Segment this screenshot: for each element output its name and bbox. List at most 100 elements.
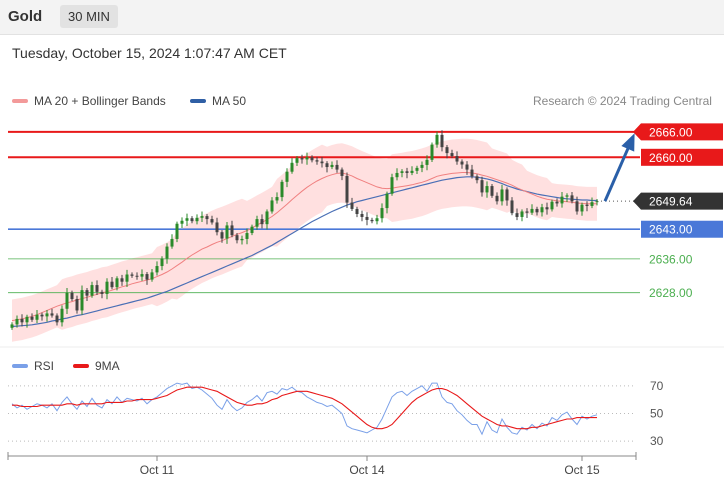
candle-body bbox=[85, 290, 89, 296]
candle-body bbox=[390, 177, 394, 194]
candle-body bbox=[350, 202, 354, 209]
candle-body bbox=[295, 158, 299, 163]
candle-body bbox=[195, 217, 199, 222]
candle-body bbox=[435, 134, 439, 145]
candles-group bbox=[10, 130, 599, 330]
candle-body bbox=[485, 186, 489, 193]
candle-body bbox=[545, 207, 549, 210]
candle-body bbox=[495, 195, 499, 202]
candle-body bbox=[20, 318, 24, 323]
candle-body bbox=[430, 144, 434, 160]
level-tag-0: 2666.00 bbox=[633, 123, 723, 141]
candle-body bbox=[355, 208, 359, 214]
candle-body bbox=[270, 200, 274, 212]
candle-body bbox=[75, 299, 79, 311]
level-tag-4: 2628.00 bbox=[649, 286, 693, 300]
candle-body bbox=[95, 285, 99, 292]
level-tag-1-text: 2660.00 bbox=[649, 151, 693, 165]
candle-body bbox=[220, 232, 224, 239]
candle-body bbox=[30, 316, 34, 320]
legend-rsi: RSI bbox=[12, 359, 54, 373]
candle-body bbox=[225, 225, 229, 239]
candle-body bbox=[235, 235, 239, 241]
candle-body bbox=[550, 201, 554, 210]
candle-body bbox=[405, 171, 409, 173]
x-axis-label: Oct 15 bbox=[564, 463, 600, 477]
candle-body bbox=[275, 197, 279, 201]
candle-body bbox=[25, 316, 29, 323]
candle-body bbox=[125, 274, 129, 282]
candle-body bbox=[115, 278, 119, 288]
candle-body bbox=[395, 172, 399, 178]
candle-body bbox=[585, 204, 589, 206]
candle-body bbox=[455, 156, 459, 162]
candle-body bbox=[55, 315, 59, 323]
candle-body bbox=[165, 246, 169, 259]
candle-body bbox=[535, 208, 539, 213]
candle-body bbox=[575, 201, 579, 212]
forecast-arrow-head bbox=[621, 133, 635, 152]
candle-body bbox=[555, 201, 559, 204]
candle-body bbox=[540, 207, 544, 213]
current-price-tag-shape bbox=[633, 192, 723, 210]
candle-body bbox=[215, 222, 219, 233]
candle-body bbox=[410, 170, 414, 173]
candle-body bbox=[255, 219, 259, 227]
rsi-tick-label: 70 bbox=[650, 379, 664, 393]
candle-body bbox=[240, 238, 244, 241]
candle-body bbox=[180, 220, 184, 224]
candle-body bbox=[245, 233, 249, 239]
bollinger-band bbox=[12, 138, 597, 342]
candle-body bbox=[375, 218, 379, 222]
candle-body bbox=[330, 164, 334, 168]
candle-body bbox=[420, 164, 424, 168]
candle-body bbox=[230, 225, 234, 236]
timeframe-button[interactable]: 30 MIN bbox=[60, 5, 118, 28]
candle-body bbox=[370, 219, 374, 222]
ma50-line bbox=[11, 176, 597, 328]
candle-body bbox=[510, 200, 514, 214]
level-tag-2: 2643.00 bbox=[641, 220, 723, 238]
legend-rsi-label: RSI bbox=[34, 359, 55, 373]
candle-body bbox=[105, 281, 109, 294]
candle-body bbox=[110, 281, 114, 288]
candle-body bbox=[10, 324, 14, 328]
candle-body bbox=[530, 208, 534, 213]
legend-ma50-label: MA 50 bbox=[212, 94, 247, 108]
current-price-tag: 2649.64 bbox=[633, 192, 723, 210]
candle-body bbox=[70, 292, 74, 300]
candle-body bbox=[290, 162, 294, 172]
candle-body bbox=[475, 176, 479, 181]
legend-ma20-label: MA 20 + Bollinger Bands bbox=[34, 94, 166, 108]
candle-body bbox=[415, 167, 419, 171]
candle-body bbox=[280, 181, 284, 198]
candle-body bbox=[185, 218, 189, 221]
candle-body bbox=[565, 195, 569, 197]
candle-body bbox=[310, 157, 314, 161]
level-tag-2-text: 2643.00 bbox=[649, 223, 693, 237]
candle-body bbox=[580, 204, 584, 212]
candle-body bbox=[50, 313, 54, 316]
candle-body bbox=[380, 208, 384, 219]
candle-body bbox=[120, 278, 124, 282]
candle-body bbox=[570, 195, 574, 202]
candle-body bbox=[360, 214, 364, 217]
level-tag-2-shape bbox=[641, 220, 723, 238]
x-axis-label: Oct 11 bbox=[140, 463, 175, 477]
candle-body bbox=[100, 291, 104, 294]
candle-body bbox=[500, 189, 504, 202]
candle-body bbox=[590, 202, 594, 206]
candle-body bbox=[345, 175, 349, 203]
candle-body bbox=[320, 161, 324, 164]
level-tag-0-shape bbox=[633, 123, 723, 141]
candle-body bbox=[135, 275, 139, 277]
legend-rsi-ma-label: 9MA bbox=[95, 359, 120, 373]
candle-body bbox=[450, 153, 454, 157]
candle-body bbox=[60, 308, 64, 323]
candle-body bbox=[210, 219, 214, 223]
candle-body bbox=[365, 216, 369, 220]
level-tag-3: 2636.00 bbox=[649, 252, 693, 266]
candle-body bbox=[425, 159, 429, 165]
candle-body bbox=[340, 169, 344, 176]
